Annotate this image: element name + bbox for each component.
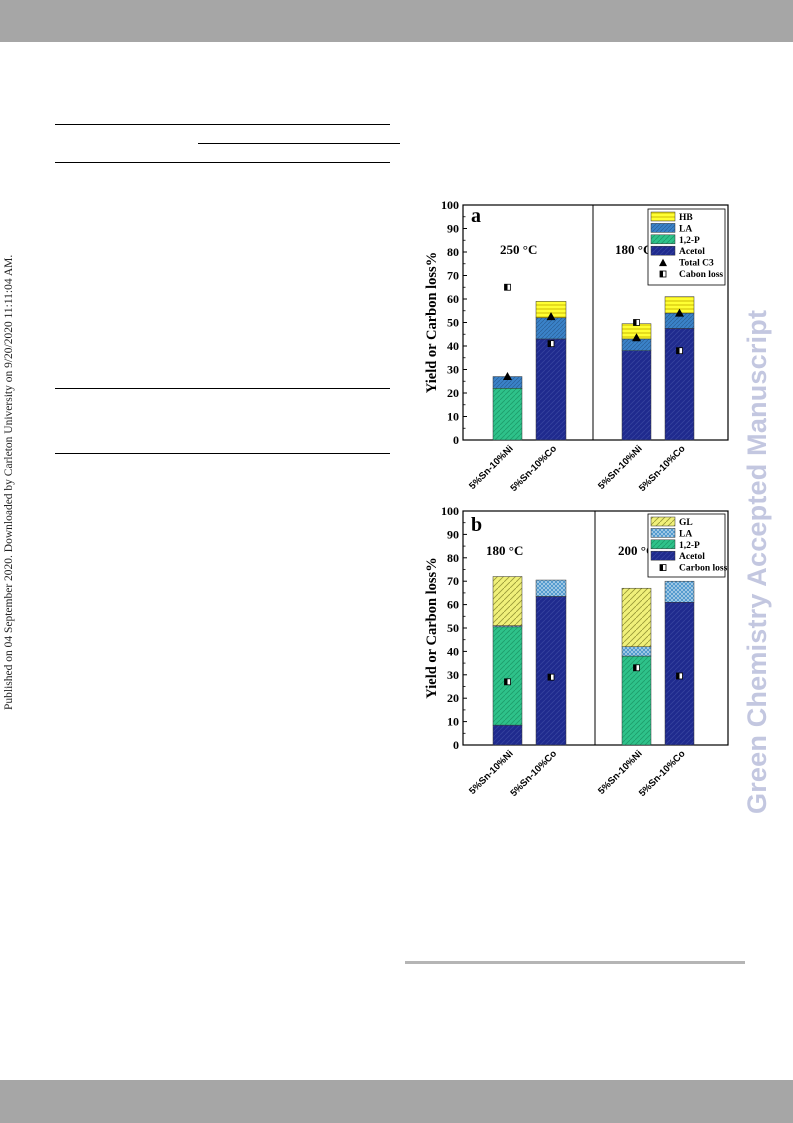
legend-halfsquare-fill: [660, 564, 663, 571]
y-tick-label: 40: [447, 339, 459, 353]
bar-segment-acetol: [535, 596, 567, 746]
bar-segment-gl: [621, 587, 652, 647]
bar-segment-12p: [492, 626, 523, 726]
y-tick-label: 30: [447, 363, 459, 377]
panel-label: b: [471, 514, 482, 536]
legend-swatch: [650, 539, 676, 550]
temperature-label: 180 °C: [615, 242, 652, 257]
chart-panel-b: 0 10 20 30 40 50 60 70 80 90 100 Yield or Carbon lo…: [424, 504, 729, 799]
legend-label: 1,2-P: [679, 541, 700, 551]
bar-segment-la: [664, 580, 695, 603]
y-tick-label: 80: [447, 551, 459, 565]
legend-swatch: [650, 516, 676, 527]
carbon-loss-marker-fill: [548, 340, 551, 347]
legend-label: Acetol: [679, 552, 705, 562]
legend-label: Total C3: [679, 259, 714, 269]
temperature-label: 200 °C: [618, 543, 655, 558]
carbon-loss-marker-fill: [504, 678, 508, 685]
bar-segment-acetol: [535, 338, 567, 441]
carbon-loss-marker-fill: [504, 284, 508, 291]
bottom-band: [0, 1080, 793, 1123]
carbon-loss-marker-fill: [633, 664, 637, 671]
table-rule: [55, 162, 390, 163]
y-tick-label: 50: [447, 316, 459, 330]
temperature-label: 250 °C: [500, 242, 537, 257]
x-category-label: 5%Sn-10%Ni: [467, 443, 515, 491]
legend-label: LA: [679, 529, 692, 539]
y-tick-label: 70: [447, 269, 459, 283]
bar-segment-la: [535, 317, 567, 340]
legend-label: 1,2-P: [679, 236, 700, 246]
legend-swatch: [650, 211, 676, 222]
y-tick-label: 50: [447, 621, 459, 635]
carbon-loss-marker-fill: [676, 347, 680, 354]
total-c3-marker: [632, 333, 641, 342]
table-rule: [55, 453, 390, 454]
bar-segment-acetol: [621, 350, 652, 441]
y-tick-label: 20: [447, 386, 459, 400]
y-tick-label: 60: [447, 292, 459, 306]
y-tick-label: 20: [447, 691, 459, 705]
bar-segment-la: [535, 579, 567, 597]
y-tick-label: 0: [453, 433, 459, 447]
carbon-loss-marker-fill: [633, 319, 637, 326]
bar-segment-12p: [492, 388, 523, 441]
y-tick-label: 40: [447, 644, 459, 658]
legend-swatch: [650, 550, 676, 561]
carbon-loss-marker-fill: [676, 672, 680, 679]
top-band: [0, 0, 793, 42]
bar-segment-acetol: [664, 328, 695, 441]
bar-segment-la: [621, 646, 652, 657]
x-category-label: 5%Sn-10%Co: [508, 443, 559, 494]
y-tick-label: 100: [441, 504, 459, 518]
legend-swatch: [650, 528, 676, 538]
section-divider: [405, 961, 745, 964]
y-tick-label: 0: [453, 738, 459, 752]
y-tick-label: 100: [441, 198, 459, 212]
total-c3-marker: [503, 372, 512, 381]
legend-halfsquare-fill: [660, 271, 663, 277]
temperature-label: 180 °C: [486, 543, 523, 558]
y-tick-label: 30: [447, 668, 459, 682]
legend-triangle: [659, 258, 667, 267]
panel-label: a: [471, 205, 481, 227]
carbon-loss-marker-fill: [548, 674, 551, 681]
table-rule: [55, 388, 390, 389]
table-rule: [198, 143, 400, 144]
x-category-label: 5%Sn-10%Ni: [467, 748, 515, 796]
x-category-label: 5%Sn-10%Co: [637, 748, 688, 799]
legend-label: Carbon loss: [679, 564, 728, 574]
total-c3-marker: [546, 312, 556, 321]
legend-swatch: [650, 223, 676, 233]
y-tick-label: 80: [447, 245, 459, 259]
x-category-label: 5%Sn-10%Co: [637, 443, 688, 494]
legend-label: LA: [679, 224, 692, 234]
y-tick-label: 10: [447, 715, 459, 729]
y-tick-label: 90: [447, 527, 459, 541]
y-tick-label: 90: [447, 222, 459, 236]
y-axis-label: Yield or Carbon loss%: [424, 252, 440, 393]
chart-panel-a: 0 10 20 30 40 50 60 70 80 90 100 Yield or Carbon lo…: [424, 198, 729, 494]
legend-label: Acetol: [679, 247, 705, 257]
legend-swatch: [650, 234, 676, 245]
legend-label: GL: [679, 518, 693, 528]
legend-swatch: [650, 245, 676, 256]
y-tick-label: 70: [447, 574, 459, 588]
legend-label: HB: [679, 213, 693, 223]
x-category-label: 5%Sn-10%Co: [508, 748, 559, 799]
bar-segment-acetol: [492, 724, 523, 746]
y-tick-label: 60: [447, 598, 459, 612]
bar-segment-gl: [492, 576, 523, 626]
y-tick-label: 10: [447, 410, 459, 424]
table-rule: [55, 124, 390, 125]
legend-label: Cabon loss: [679, 270, 723, 280]
y-axis-label: Yield or Carbon loss%: [424, 557, 440, 698]
total-c3-marker: [675, 308, 684, 317]
